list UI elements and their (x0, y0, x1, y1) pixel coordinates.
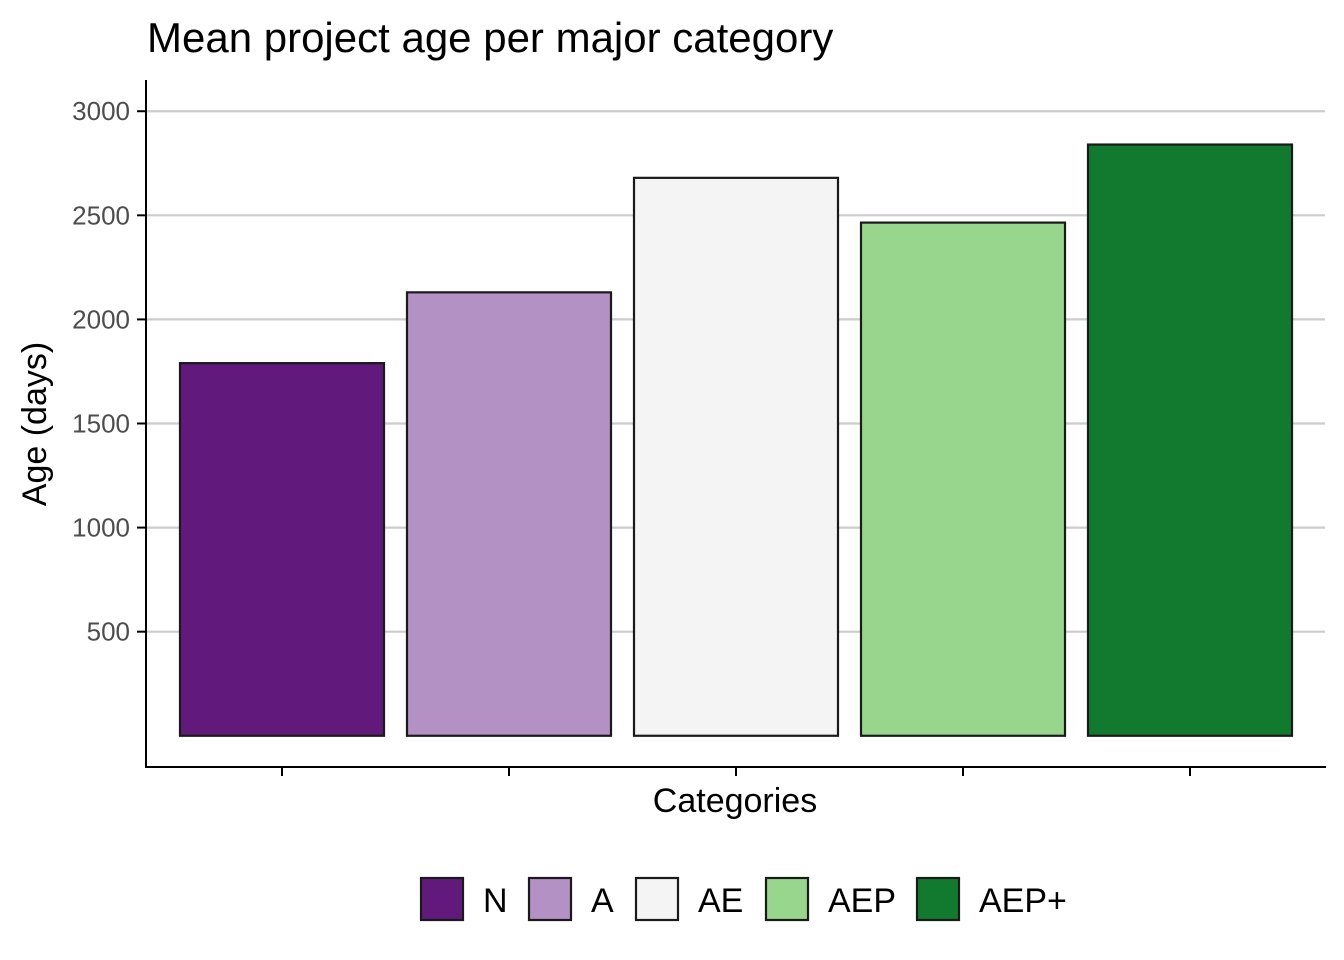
y-axis-title: Age (days) (16, 342, 54, 506)
chart-title: Mean project age per major category (147, 14, 833, 61)
bar-ae (632, 176, 840, 737)
legend: N A AE AEP AEP+ (419, 876, 1067, 922)
legend-label: AE (698, 882, 743, 920)
y-ticks: 500 1000 1500 2000 2500 3000 (72, 96, 146, 647)
legend-label: N (483, 882, 508, 920)
y-tick-label: 2500 (72, 200, 130, 230)
legend-key-aep-plus (915, 876, 961, 922)
y-tick-label: 2000 (72, 304, 130, 334)
legend-key-n (419, 876, 465, 922)
bar-n (178, 362, 386, 737)
legend-key-aep (764, 876, 810, 922)
y-tick-label: 3000 (72, 96, 130, 126)
bar-aep-plus (1086, 143, 1294, 737)
legend-key-a (527, 876, 573, 922)
y-tick-label: 1500 (72, 409, 130, 439)
legend-label: AEP (828, 882, 896, 920)
x-axis-title: Categories (653, 782, 817, 820)
legend-key-ae (634, 876, 680, 922)
bar-aep (859, 221, 1067, 737)
bars (178, 143, 1294, 737)
y-tick-label: 1000 (72, 513, 130, 543)
x-ticks (281, 767, 1191, 776)
y-tick-label: 500 (87, 617, 130, 647)
bar-a (405, 291, 613, 737)
legend-label: A (591, 882, 614, 920)
legend-label: AEP+ (979, 882, 1067, 920)
